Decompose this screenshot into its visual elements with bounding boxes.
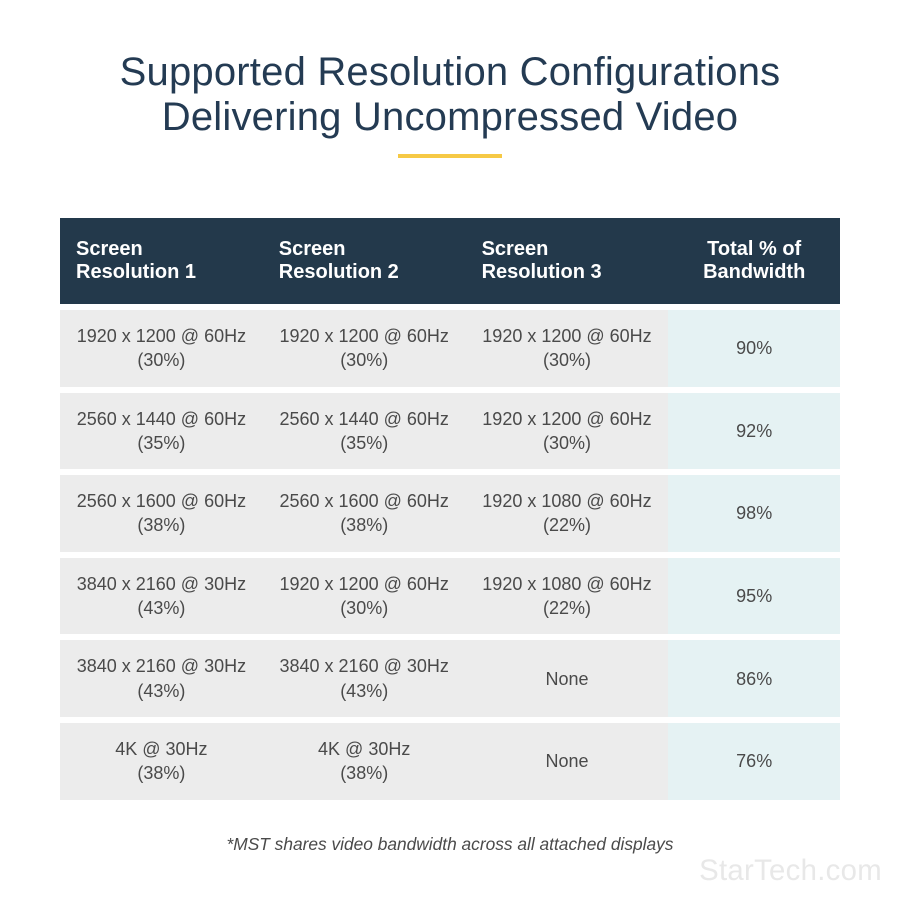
watermark: StarTech.com (699, 854, 882, 888)
cell-res2: 4K @ 30Hz(38%) (263, 723, 466, 800)
cell-res1: 3840 x 2160 @ 30Hz(43%) (60, 558, 263, 635)
title-line-1: Supported Resolution Configurations (60, 50, 840, 95)
cell-total: 76% (668, 723, 840, 800)
cell-total: 90% (668, 310, 840, 387)
table-row: 3840 x 2160 @ 30Hz(43%)3840 x 2160 @ 30H… (60, 640, 840, 717)
page: Supported Resolution Configurations Deli… (0, 0, 900, 900)
th-res1: Screen Resolution 1 (60, 218, 263, 304)
th-res2: Screen Resolution 2 (263, 218, 466, 304)
cell-total: 98% (668, 475, 840, 552)
cell-res3: 1920 x 1200 @ 60Hz(30%) (466, 310, 669, 387)
table-header-row: Screen Resolution 1 Screen Resolution 2 … (60, 218, 840, 304)
title-underline (398, 154, 502, 158)
cell-res1: 2560 x 1440 @ 60Hz(35%) (60, 393, 263, 470)
cell-res3: 1920 x 1200 @ 60Hz(30%) (466, 393, 669, 470)
cell-res2: 2560 x 1440 @ 60Hz(35%) (263, 393, 466, 470)
cell-res1: 4K @ 30Hz(38%) (60, 723, 263, 800)
table-row: 4K @ 30Hz(38%)4K @ 30Hz(38%)None76% (60, 723, 840, 800)
title-line-2: Delivering Uncompressed Video (60, 95, 840, 140)
cell-res2: 1920 x 1200 @ 60Hz(30%) (263, 310, 466, 387)
cell-res2: 2560 x 1600 @ 60Hz(38%) (263, 475, 466, 552)
cell-total: 95% (668, 558, 840, 635)
cell-res1: 1920 x 1200 @ 60Hz(30%) (60, 310, 263, 387)
table-row: 3840 x 2160 @ 30Hz(43%)1920 x 1200 @ 60H… (60, 558, 840, 635)
cell-res2: 3840 x 2160 @ 30Hz(43%) (263, 640, 466, 717)
cell-res3: 1920 x 1080 @ 60Hz(22%) (466, 475, 669, 552)
cell-res2: 1920 x 1200 @ 60Hz(30%) (263, 558, 466, 635)
cell-res1: 3840 x 2160 @ 30Hz(43%) (60, 640, 263, 717)
table-body: 1920 x 1200 @ 60Hz(30%)1920 x 1200 @ 60H… (60, 310, 840, 800)
cell-res3: None (466, 723, 669, 800)
table-row: 1920 x 1200 @ 60Hz(30%)1920 x 1200 @ 60H… (60, 310, 840, 387)
cell-total: 92% (668, 393, 840, 470)
th-res3: Screen Resolution 3 (466, 218, 669, 304)
cell-res1: 2560 x 1600 @ 60Hz(38%) (60, 475, 263, 552)
title-block: Supported Resolution Configurations Deli… (60, 50, 840, 158)
table-row: 2560 x 1440 @ 60Hz(35%)2560 x 1440 @ 60H… (60, 393, 840, 470)
resolution-table-wrap: Screen Resolution 1 Screen Resolution 2 … (60, 212, 840, 806)
resolution-table: Screen Resolution 1 Screen Resolution 2 … (60, 212, 840, 806)
footnote: *MST shares video bandwidth across all a… (60, 834, 840, 855)
cell-res3: 1920 x 1080 @ 60Hz(22%) (466, 558, 669, 635)
table-row: 2560 x 1600 @ 60Hz(38%)2560 x 1600 @ 60H… (60, 475, 840, 552)
cell-res3: None (466, 640, 669, 717)
th-total: Total % of Bandwidth (668, 218, 840, 304)
cell-total: 86% (668, 640, 840, 717)
